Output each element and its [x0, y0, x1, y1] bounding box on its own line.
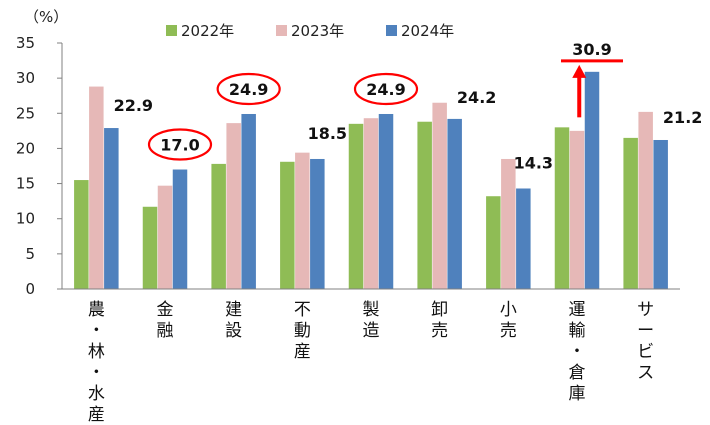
highlight-circle-4: [353, 72, 419, 106]
bar-2022--6: [486, 196, 501, 289]
bar-2023--1: [157, 185, 173, 289]
bar-2022--0: [74, 180, 89, 289]
bar-2024--6: [516, 188, 531, 289]
bar-2022--2: [211, 163, 226, 289]
bar-2024--1: [172, 169, 188, 289]
bar-2023--3: [295, 152, 310, 289]
bar-2022--7: [554, 127, 570, 289]
legend-label-2022-: 2022年: [181, 22, 234, 40]
category-label-7: 運輸・倉庫: [569, 300, 586, 404]
data-labels: 22.9 17.0 24.9 18.5 24.9 24.2 14.3 30.9 21.2: [114, 40, 703, 173]
bar-2023--8: [638, 111, 653, 289]
y-tick-label: 5: [25, 245, 35, 263]
category-label-1: 金融: [157, 300, 174, 341]
legend-swatch-2022-: [166, 25, 177, 36]
data-label-1: 17.0: [160, 136, 199, 155]
data-label-0: 22.9: [114, 96, 153, 115]
y-axis-ticks: 0 5 10 15 20 25 30 35: [16, 34, 62, 298]
bar-2023--7: [569, 130, 585, 289]
category-label-6: 小売: [500, 300, 517, 341]
bar-2024--8: [653, 139, 668, 289]
bar-2022--4: [348, 123, 364, 289]
category-label-3: 不動産: [294, 300, 311, 362]
annotations: [147, 59, 623, 161]
data-label-7: 30.9: [572, 40, 611, 59]
y-axis-unit: （%）: [24, 8, 68, 26]
bars: [74, 71, 668, 290]
data-label-6: 14.3: [514, 153, 553, 172]
data-label-8: 21.2: [663, 108, 702, 127]
data-label-5: 24.2: [457, 88, 496, 107]
legend-label-2023-: 2023年: [291, 22, 344, 40]
y-tick-label: 35: [16, 34, 35, 52]
data-label-4: 24.9: [366, 80, 405, 99]
bar-2024--0: [104, 128, 119, 289]
legend: 2022年 2023年 2024年: [166, 22, 454, 40]
category-label-5: 卸売: [431, 300, 448, 341]
bar-2022--3: [280, 161, 295, 289]
category-label-0: 農・林・水産: [88, 300, 105, 425]
highlight-circle-1: [147, 128, 213, 161]
category-labels: 農・林・水産 金融 建設 不動産 製造 卸売 小売 運輸・倉庫 サービス: [88, 300, 654, 425]
y-tick-label: 10: [16, 210, 35, 228]
legend-swatch-2023-: [276, 25, 287, 36]
bar-2023--5: [432, 102, 447, 289]
legend-label-2024-: 2024年: [401, 22, 454, 40]
legend-swatch-2024-: [386, 25, 397, 36]
data-label-3: 18.5: [308, 124, 347, 143]
category-label-4: 製造: [363, 300, 380, 341]
y-tick-label: 20: [16, 139, 35, 157]
bar-2022--8: [623, 137, 638, 289]
highlight-arrow-head: [572, 64, 587, 78]
category-label-2: 建設: [225, 300, 242, 341]
y-tick-label: 15: [16, 175, 35, 193]
bar-2024--5: [447, 118, 462, 289]
bar-2024--4: [378, 113, 394, 289]
y-tick-label: 30: [16, 69, 35, 87]
highlight-circle-2: [216, 72, 281, 106]
bar-2023--6: [501, 158, 516, 289]
y-tick-label: 25: [16, 104, 35, 122]
bar-2022--5: [417, 121, 432, 289]
y-tick-label: 0: [25, 280, 35, 298]
bar-2023--4: [363, 118, 379, 289]
bar-2024--7: [584, 71, 600, 290]
bar-2024--3: [310, 158, 325, 289]
data-label-2: 24.9: [229, 80, 268, 99]
bar-2024--2: [241, 113, 256, 289]
bar-2022--1: [142, 206, 158, 289]
bar-2023--0: [89, 86, 104, 289]
bar-2023--2: [226, 123, 241, 289]
category-label-8: サービス: [637, 300, 654, 383]
